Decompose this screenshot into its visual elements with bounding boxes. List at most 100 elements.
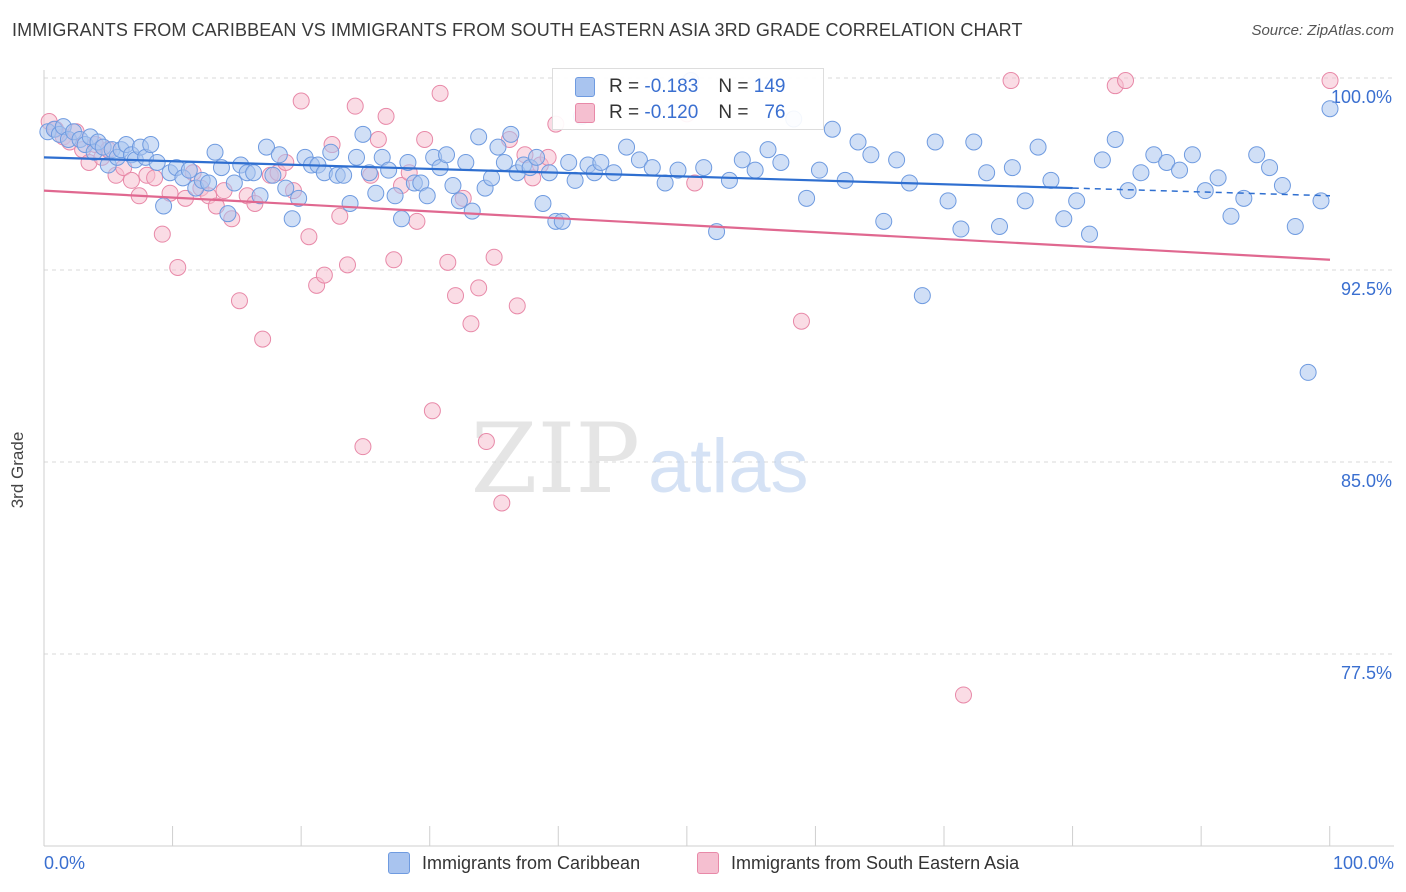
data-point bbox=[457, 153, 475, 171]
caribbean-swatch bbox=[575, 77, 595, 97]
data-point bbox=[669, 161, 687, 179]
n-label: N = bbox=[718, 76, 749, 97]
legend-item-caribbean[interactable]: Immigrants from Caribbean bbox=[388, 852, 640, 874]
data-point bbox=[502, 125, 520, 143]
data-point bbox=[1299, 363, 1317, 381]
data-point bbox=[823, 120, 841, 138]
data-point bbox=[438, 146, 456, 164]
data-point bbox=[416, 130, 434, 148]
data-point bbox=[444, 177, 462, 195]
n-label: N = bbox=[718, 102, 749, 123]
data-point bbox=[695, 159, 713, 177]
data-point bbox=[1321, 72, 1339, 90]
data-point bbox=[354, 438, 372, 456]
data-point bbox=[393, 210, 411, 228]
data-point bbox=[792, 312, 810, 330]
data-point bbox=[180, 161, 198, 179]
data-point bbox=[1235, 189, 1253, 207]
data-point bbox=[746, 161, 764, 179]
data-point bbox=[493, 494, 511, 512]
stats-row-sea: R = -0.120 N = 76 bbox=[575, 101, 785, 125]
x-ticks bbox=[172, 826, 1331, 846]
data-point bbox=[1068, 192, 1086, 210]
sea-swatch bbox=[575, 103, 595, 123]
r-value: -0.183 bbox=[644, 76, 699, 97]
caribbean-trend-line bbox=[43, 156, 1073, 190]
data-point bbox=[169, 258, 187, 276]
data-point bbox=[1321, 100, 1339, 118]
data-point bbox=[1132, 164, 1150, 182]
data-point bbox=[592, 153, 610, 171]
data-point bbox=[360, 164, 378, 182]
data-point bbox=[369, 130, 387, 148]
data-point bbox=[1209, 169, 1227, 187]
data-point bbox=[290, 189, 308, 207]
data-point bbox=[1081, 225, 1099, 243]
data-point bbox=[463, 202, 481, 220]
data-point bbox=[254, 330, 272, 348]
data-point bbox=[1286, 217, 1304, 235]
data-point bbox=[1003, 159, 1021, 177]
data-point bbox=[508, 297, 526, 315]
data-point bbox=[485, 248, 503, 266]
data-point bbox=[495, 153, 513, 171]
data-point bbox=[431, 84, 449, 102]
data-point bbox=[142, 136, 160, 154]
data-point bbox=[1273, 177, 1291, 195]
data-point bbox=[1117, 72, 1135, 90]
data-point bbox=[483, 169, 501, 187]
data-point bbox=[354, 125, 372, 143]
axes bbox=[43, 70, 1394, 847]
data-point bbox=[1196, 182, 1214, 200]
data-point bbox=[385, 251, 403, 269]
data-point bbox=[566, 171, 584, 189]
x-tick-label-min: 0.0% bbox=[44, 853, 85, 873]
data-point bbox=[489, 138, 507, 156]
data-point bbox=[153, 225, 171, 243]
data-point bbox=[643, 159, 661, 177]
data-point bbox=[277, 179, 295, 197]
legend-label-caribbean: Immigrants from Caribbean bbox=[422, 852, 641, 873]
data-point bbox=[954, 686, 972, 704]
data-point bbox=[553, 212, 571, 230]
data-point bbox=[347, 148, 365, 166]
data-point bbox=[1093, 151, 1111, 169]
data-point bbox=[322, 143, 340, 161]
data-point bbox=[1248, 146, 1266, 164]
data-point bbox=[292, 92, 310, 110]
data-point bbox=[315, 266, 333, 284]
data-point bbox=[965, 133, 983, 151]
data-point bbox=[335, 166, 353, 184]
r-label: R = bbox=[609, 76, 640, 97]
legend-item-sea[interactable]: Immigrants from South Eastern Asia bbox=[697, 852, 1019, 874]
data-point bbox=[470, 128, 488, 146]
data-point bbox=[772, 153, 790, 171]
data-point bbox=[1261, 159, 1279, 177]
data-point bbox=[399, 153, 417, 171]
data-point bbox=[1016, 192, 1034, 210]
data-point bbox=[1119, 182, 1137, 200]
data-point bbox=[200, 174, 218, 192]
source-label: Source: ZipAtlas.com bbox=[1251, 22, 1394, 39]
data-point bbox=[1312, 192, 1330, 210]
data-point bbox=[447, 287, 465, 305]
data-point bbox=[423, 402, 441, 420]
data-point bbox=[720, 171, 738, 189]
n-value: 76 bbox=[764, 102, 786, 123]
data-point bbox=[888, 151, 906, 169]
data-point bbox=[122, 171, 140, 189]
data-point bbox=[331, 207, 349, 225]
data-point bbox=[367, 184, 385, 202]
data-point bbox=[810, 161, 828, 179]
data-point bbox=[245, 164, 263, 182]
data-point bbox=[630, 151, 648, 169]
data-point bbox=[146, 169, 164, 187]
data-point bbox=[462, 315, 480, 333]
caribbean-trend-extension bbox=[1072, 187, 1331, 197]
data-point bbox=[377, 107, 395, 125]
data-point bbox=[875, 212, 893, 230]
data-point bbox=[1171, 161, 1189, 179]
data-point bbox=[1055, 210, 1073, 228]
trend-lines bbox=[43, 156, 1331, 261]
data-point bbox=[849, 133, 867, 151]
